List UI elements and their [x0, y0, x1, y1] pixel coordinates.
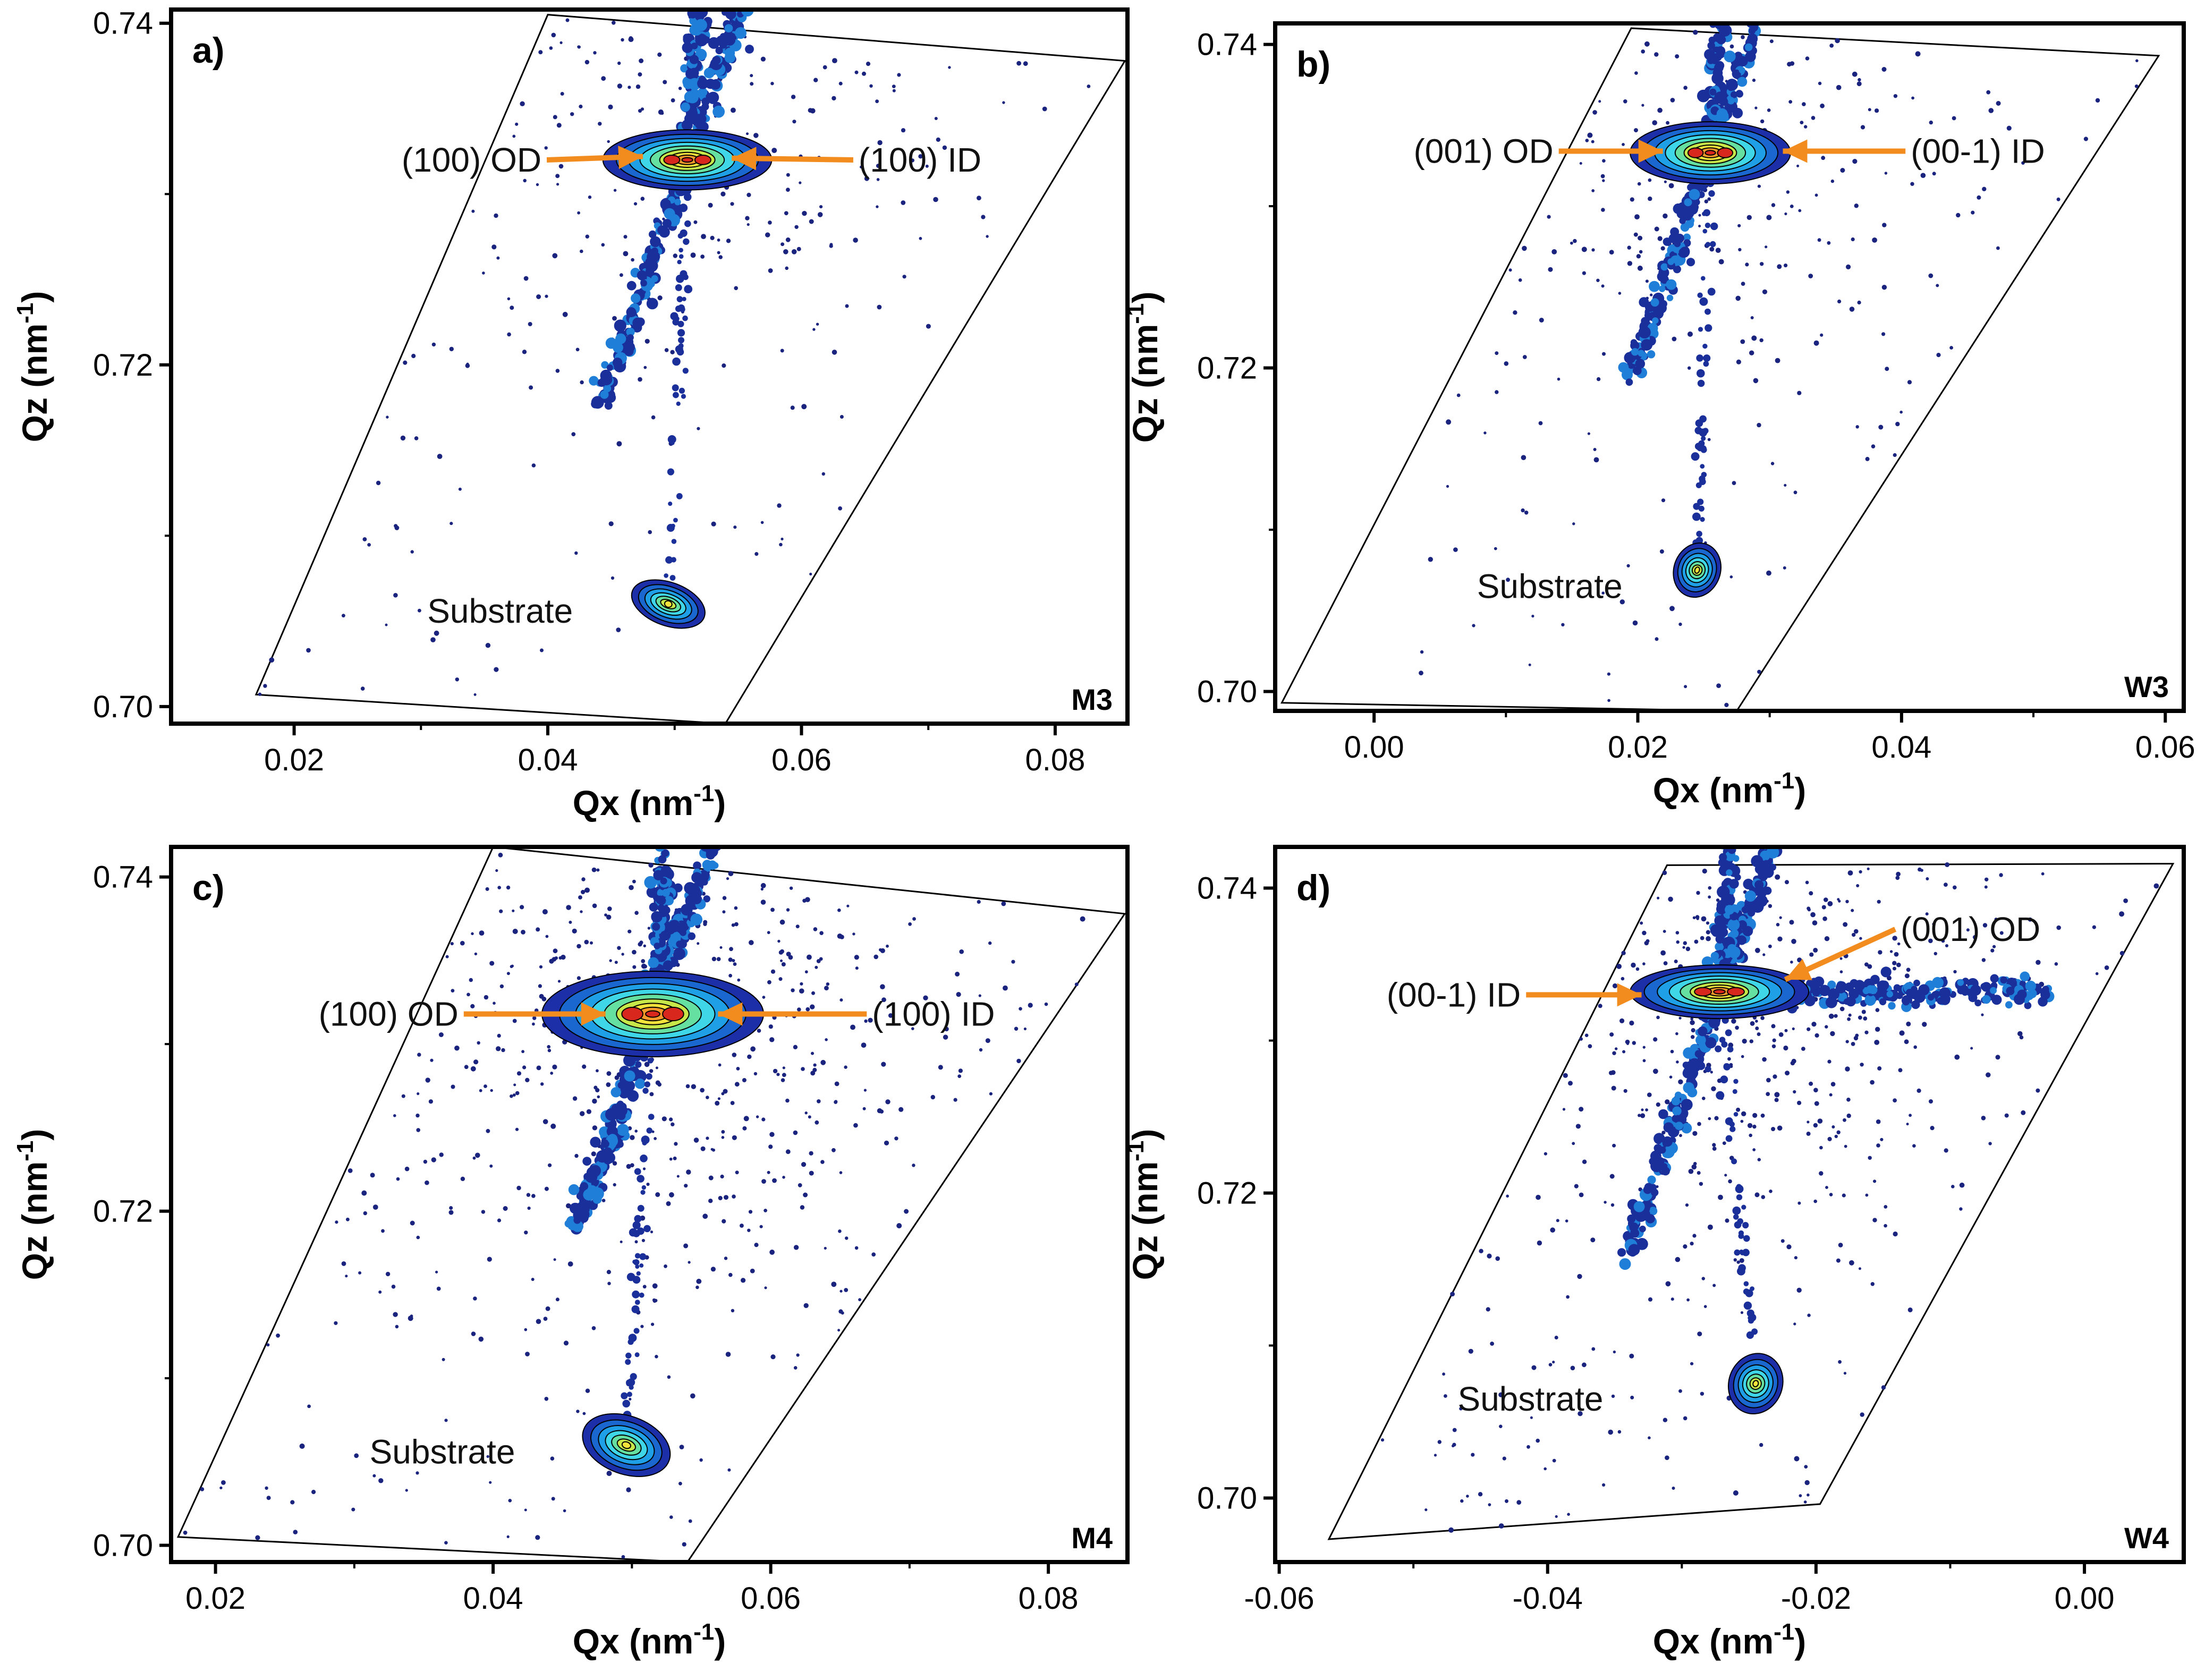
- x-tick-label: -0.02: [1781, 1581, 1851, 1616]
- peak-annotation: Substrate: [427, 592, 573, 630]
- film-peak-contours: [1630, 121, 1791, 185]
- x-axis-title: Qx (nm-1): [1653, 768, 1806, 810]
- y-axis-title: Qz (nm-1): [12, 291, 54, 443]
- plot-area: [255, 10, 1126, 724]
- streaks: [1617, 847, 2055, 1367]
- y-tick-label: 0.70: [1197, 674, 1257, 709]
- y-axis-title: Qz (nm-1): [1123, 292, 1165, 443]
- y-tick-label: 0.70: [93, 1529, 153, 1563]
- y-axis-title: Qz (nm-1): [12, 1129, 54, 1280]
- arrow-head: [1783, 139, 1808, 163]
- y-tick-label: 0.72: [93, 1194, 153, 1229]
- x-tick-label: 0.02: [185, 1581, 245, 1616]
- arrow-head: [581, 1002, 606, 1026]
- panel-a-m3: 0.02 0.04 0.06 0.08 0.70 0.72 0.74 Qx (nm-1) Qz …: [12, 6, 1130, 822]
- panel-d-w4: -0.06 -0.04 -0.02 0.00 0.70 0.72 0.74 Qx (nm-1)…: [1123, 845, 2186, 1661]
- x-axis-title: Qx (nm-1): [573, 780, 726, 822]
- sample-name: M4: [1071, 1521, 1113, 1555]
- scan-region-outline: [255, 14, 1126, 724]
- x-tick-label: 0.04: [463, 1581, 523, 1616]
- plot-frame: [169, 7, 1130, 726]
- x-tick-label: 0.08: [1019, 1581, 1079, 1616]
- y-axis-title: Qz (nm-1): [1123, 1129, 1165, 1280]
- x-tick-label: 0.00: [2055, 1581, 2115, 1616]
- x-tick-label: 0.08: [1025, 743, 1085, 777]
- peak-annotation: (100) ID: [872, 995, 995, 1033]
- x-tick-label: 0.02: [1608, 730, 1668, 765]
- y-tick-label: 0.74: [1197, 871, 1257, 905]
- x-axis-title: Qx (nm-1): [1653, 1619, 1806, 1661]
- peak-annotation: (001) OD: [1901, 910, 2040, 948]
- x-axis-title: Qx (nm-1): [573, 1619, 726, 1661]
- x-tick-label: 0.06: [741, 1581, 801, 1616]
- y-tick-label: 0.74: [93, 6, 153, 41]
- x-tick-label: 0.06: [2135, 730, 2195, 765]
- arrow-head: [718, 1002, 743, 1026]
- substrate-peak-contours: [582, 1413, 671, 1477]
- x-tick-label: 0.04: [518, 743, 578, 777]
- film-peak-contours: [602, 129, 773, 191]
- plot-frame: [1273, 845, 2186, 1564]
- panel-letter: c): [192, 868, 224, 908]
- scan-region-outline: [1327, 863, 2175, 1540]
- y-tick-label: 0.74: [93, 860, 153, 895]
- diffuse-scatter: [1419, 30, 2139, 707]
- x-tick-label: 0.04: [1871, 730, 1931, 765]
- arrow-head: [1617, 983, 1642, 1007]
- x-tick-label: 0.00: [1344, 730, 1404, 765]
- peak-annotation: (100) OD: [402, 141, 541, 179]
- substrate-peak-contours: [1673, 542, 1722, 598]
- plot-frame: [169, 845, 1130, 1564]
- arrow-head: [1638, 139, 1663, 163]
- y-tick-label: 0.70: [1197, 1481, 1257, 1515]
- peak-annotation: Substrate: [1477, 567, 1623, 606]
- arrow-head: [732, 147, 757, 171]
- substrate-peak-contours: [1727, 1353, 1784, 1415]
- substrate-peak-contours: [631, 579, 706, 629]
- x-tick-label: -0.04: [1513, 1581, 1583, 1616]
- arrow-head: [618, 146, 643, 169]
- panel-letter: a): [192, 30, 224, 71]
- y-tick-label: 0.74: [1197, 28, 1257, 62]
- peak-annotation: (00-1) ID: [1911, 132, 2045, 171]
- y-tick-label: 0.70: [93, 690, 153, 724]
- scan-region-outline: [176, 847, 1126, 1562]
- scan-region-outline: [1280, 27, 2160, 711]
- y-tick-label: 0.72: [1197, 1176, 1257, 1210]
- y-tick-label: 0.72: [93, 348, 153, 383]
- peak-annotation: Substrate: [370, 1432, 515, 1471]
- arrow-head: [1785, 958, 1812, 980]
- plot-area: [1327, 847, 2175, 1540]
- film-peak-contours: [1630, 964, 1810, 1020]
- panel-b-w3: 0.00 0.02 0.04 0.06 0.70 0.72 0.74 Qx (nm-1) Qz …: [1123, 21, 2195, 810]
- peak-annotation: Substrate: [1458, 1380, 1604, 1418]
- sample-name: M3: [1071, 683, 1113, 716]
- plot-area: [1280, 23, 2160, 711]
- sample-name: W3: [2124, 670, 2169, 703]
- diffuse-scatter: [1380, 862, 2159, 1533]
- x-tick-label: -0.06: [1244, 1581, 1314, 1616]
- x-tick-label: 0.06: [771, 743, 832, 777]
- peak-annotation: (100) OD: [319, 995, 459, 1033]
- plot-area: [176, 847, 1126, 1562]
- panel-letter: b): [1296, 44, 1330, 84]
- peak-annotation: (100) ID: [859, 141, 981, 179]
- x-tick-label: 0.02: [264, 743, 324, 777]
- streaks: [564, 847, 724, 1420]
- streaks: [589, 10, 754, 603]
- sample-name: W4: [2124, 1521, 2169, 1555]
- peak-annotation: (00-1) ID: [1387, 975, 1521, 1014]
- y-tick-label: 0.72: [1197, 351, 1257, 386]
- panel-c-m4: 0.02 0.04 0.06 0.08 0.70 0.72 0.74 Qx (nm-1) Qz …: [12, 845, 1130, 1661]
- peak-annotation: (001) OD: [1413, 132, 1553, 171]
- panel-letter: d): [1296, 868, 1330, 908]
